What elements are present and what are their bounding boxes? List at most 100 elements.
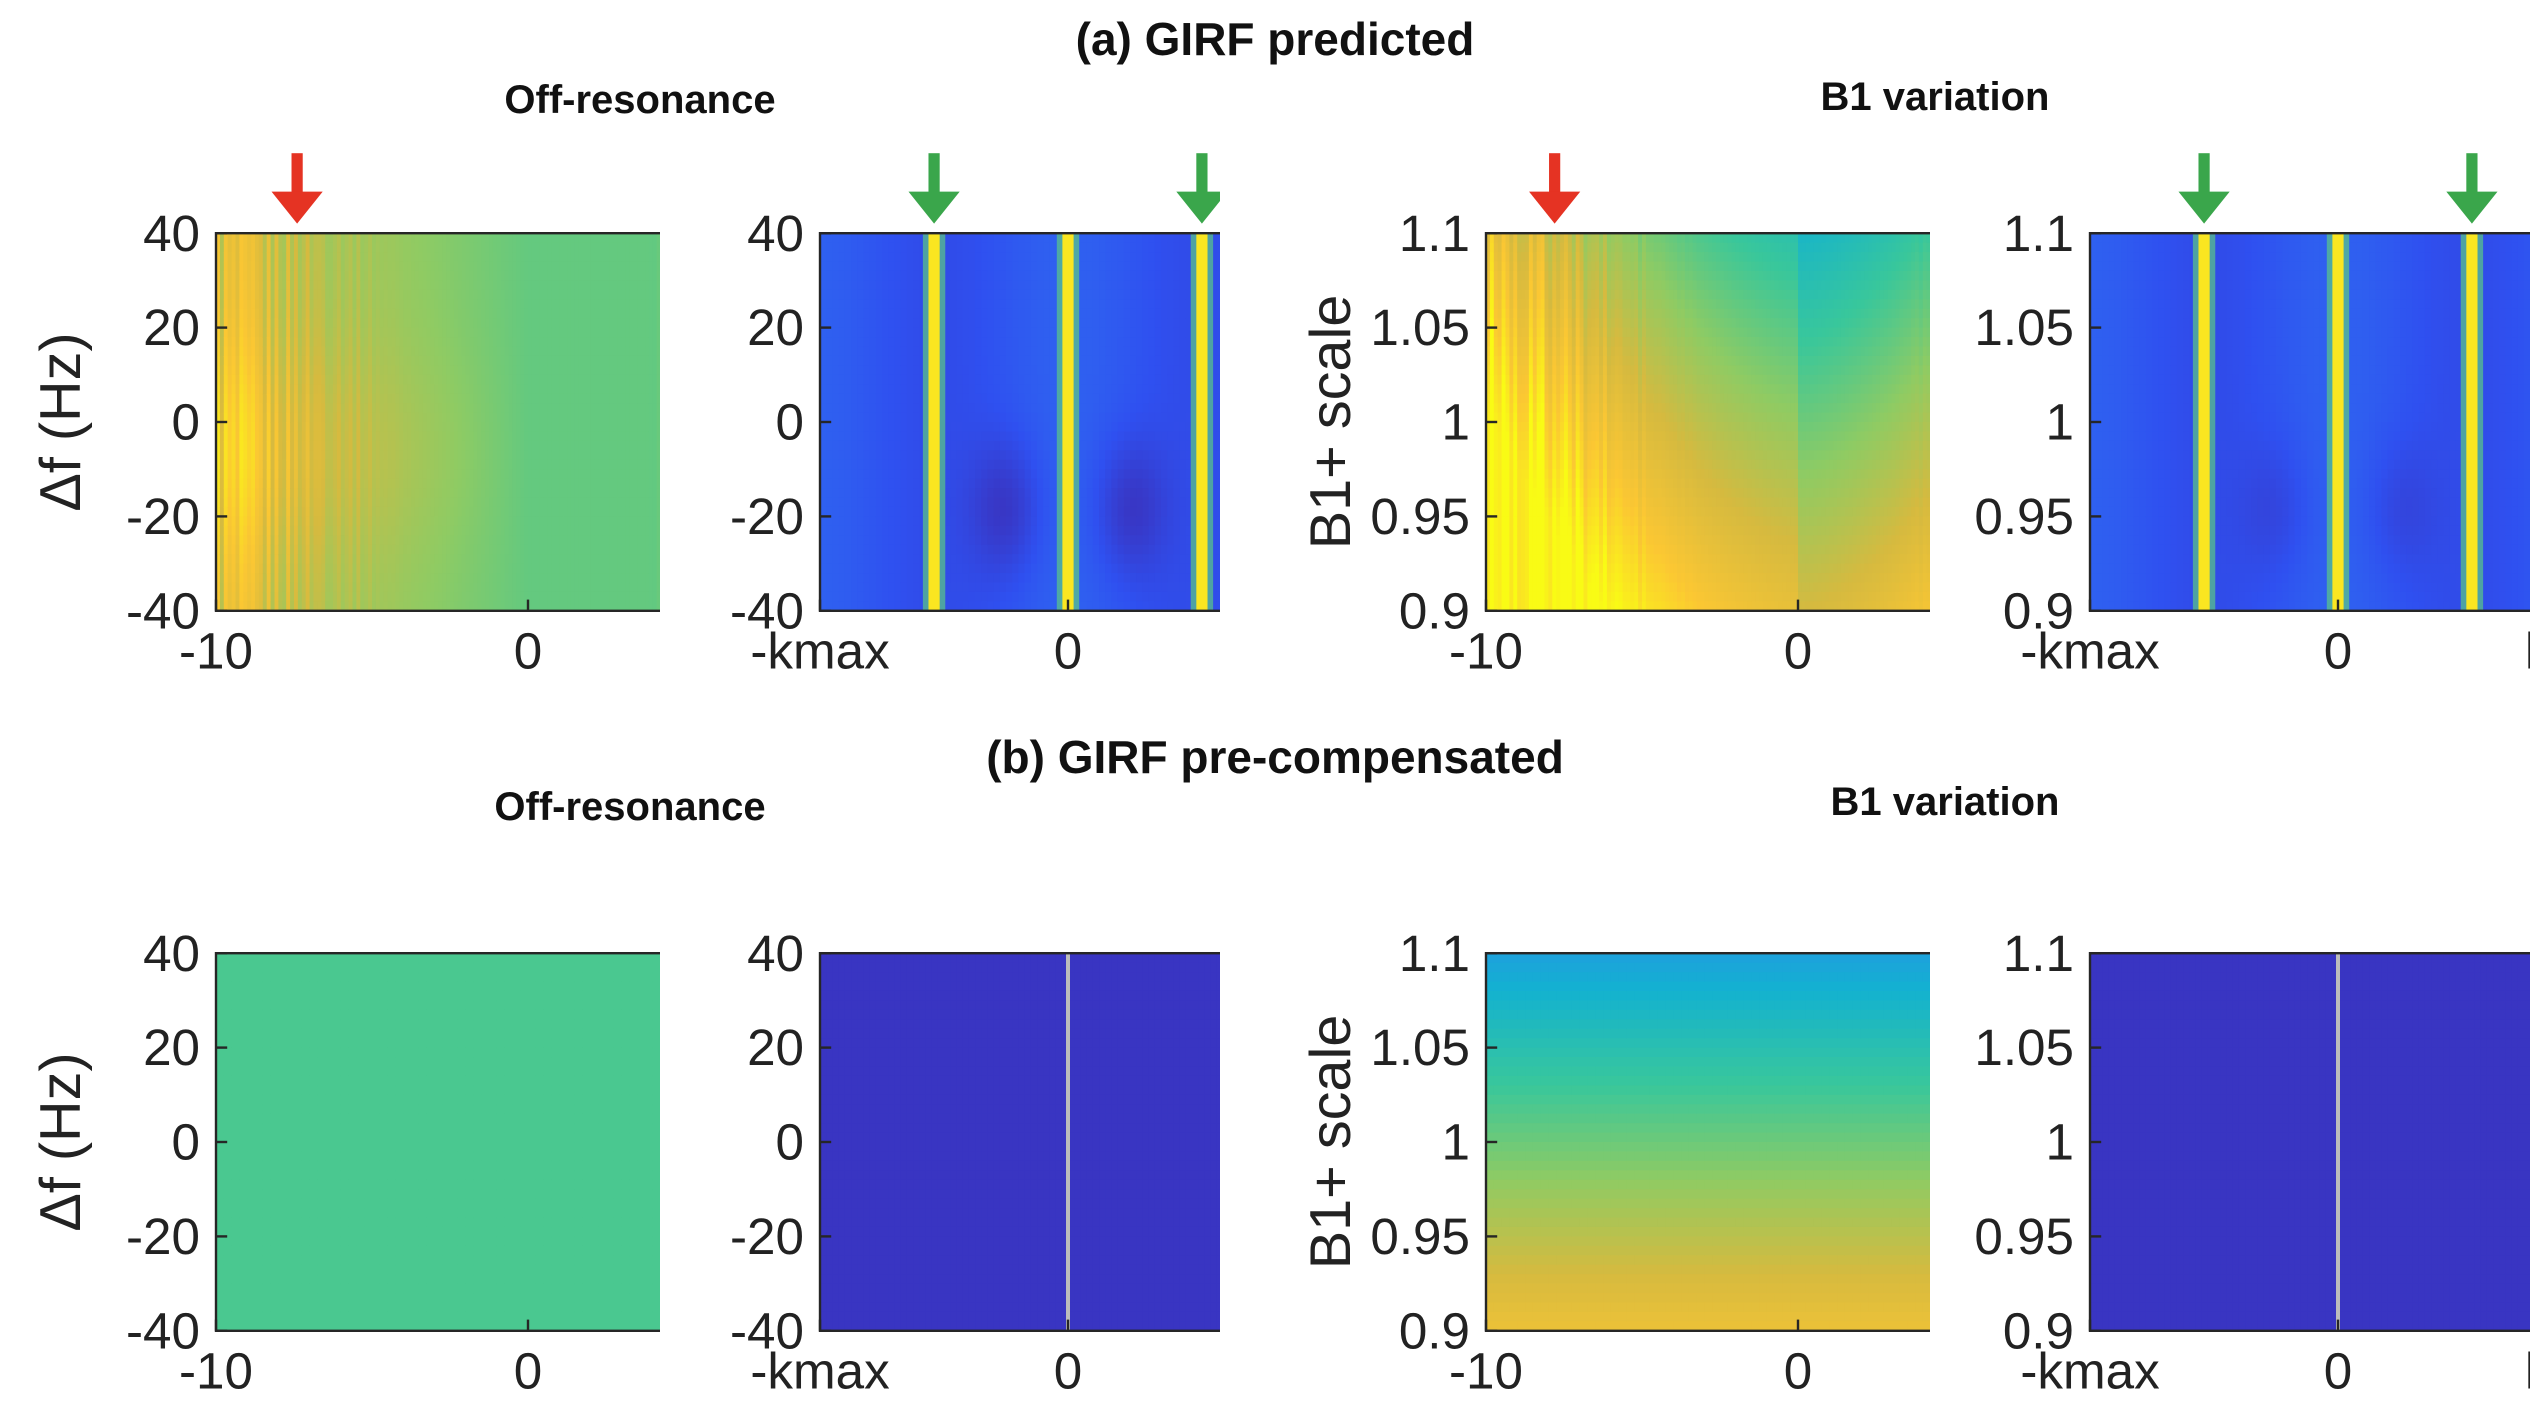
a-offres-map-cell (430, 459, 436, 471)
a-offres-map-cell (453, 308, 459, 320)
a-offres-map-cell (329, 422, 334, 433)
a-offres-map-cell (606, 431, 611, 442)
a-offres-map-cell (333, 535, 338, 546)
a-offres-map-cell (469, 261, 475, 272)
a-offres-map-cell (418, 525, 424, 537)
a-offres-map-cell (442, 299, 448, 310)
a-offres-map-cell (477, 346, 483, 357)
a-offres-map-cell (336, 440, 342, 452)
a-offres-map-cell (231, 252, 237, 263)
a-offres-map-cell (621, 582, 627, 593)
a-offres-map-cell (399, 422, 405, 433)
a-offres-map-cell (446, 374, 451, 386)
a-offres-map-cell (235, 506, 241, 518)
a-offres-map-cell (407, 554, 412, 565)
a-offres-map-cell (255, 478, 260, 490)
a-offres-map-cell (243, 601, 249, 612)
a-offres-map-cell (274, 299, 280, 310)
a-offres-map-cell (274, 488, 280, 499)
a-offres-map-cell (360, 261, 366, 272)
a-offres-map-cell (531, 506, 537, 518)
a-offres-map-cell (251, 573, 256, 584)
a-offres-map-cell (446, 469, 451, 480)
a-offres-map-cell (492, 242, 498, 254)
a-offres-map-cell (477, 516, 483, 527)
a-offres-map-cell (609, 252, 615, 263)
a-offres-map-cell (379, 591, 385, 603)
a-offres-map-cell (387, 261, 393, 272)
a-offres-map-cell (251, 337, 256, 348)
a-offres-map-cell (656, 393, 660, 405)
a-offres-map-cell (434, 573, 440, 584)
a-offres-map-cell (621, 506, 627, 518)
a-offres-map-cell (333, 374, 338, 386)
a-offres-map-cell (508, 431, 514, 442)
a-offres-map-cell (485, 459, 490, 471)
a-offres-map-cell (294, 289, 299, 301)
a-offres-map-cell (625, 554, 631, 565)
a-offres-map-cell (446, 554, 451, 565)
a-offres-map-cell (305, 535, 311, 546)
a-offres-map-cell (399, 384, 405, 395)
a-offres-map-cell (422, 327, 428, 338)
a-offres-map-cell (457, 525, 463, 537)
a-offres-map-cell (344, 469, 350, 480)
a-offres-map-cell (219, 525, 225, 537)
a-offres-map-cell (504, 469, 510, 480)
a-offres-map-cell (547, 431, 553, 442)
a-offres-map-cell (282, 403, 288, 414)
a-offres-map-cell (426, 469, 432, 480)
a-offres-map-cell (282, 242, 288, 254)
a-offres-map-cell (223, 422, 229, 433)
a-offres-map-cell (243, 591, 249, 603)
a-offres-map-cell (516, 488, 522, 499)
a-offres-map-cell (270, 459, 276, 471)
a-offres-map-cell (598, 544, 604, 556)
a-offres-map-cell (274, 374, 280, 386)
a-offres-map-cell (531, 478, 537, 490)
a-offres-map-cell (333, 591, 338, 603)
a-offres-map-cell (294, 374, 299, 386)
a-offres-map-cell (403, 299, 409, 310)
a-offres-map-cell (586, 535, 592, 546)
a-offres-map-cell (329, 299, 334, 310)
a-offres-map-cell (617, 525, 623, 537)
a-offres-map-cell (414, 280, 420, 291)
a-offres-map-cell (520, 299, 526, 310)
a-offres-map-cell (301, 554, 307, 565)
a-offres-map-cell (290, 403, 295, 414)
a-offres-map-cell (594, 384, 600, 395)
a-offres-map-cell (637, 478, 643, 490)
a-offres-map-cell (531, 412, 537, 423)
a-offres-map-cell (648, 299, 654, 310)
a-offres-map-cell (461, 601, 467, 612)
a-offres-map-cell (602, 403, 607, 414)
a-offres-map-cell (629, 346, 635, 357)
a-offres-map-cell (313, 384, 319, 395)
a-offres-map-cell (395, 252, 401, 263)
a-offres-map-cell (329, 327, 334, 338)
a-offres-map-cell (294, 591, 299, 603)
a-offres-map-cell (613, 261, 619, 272)
a-offres-map-cell (333, 318, 338, 329)
a-offres-map-cell (496, 270, 502, 282)
a-offres-map-cell (481, 591, 487, 603)
a-offres-map-cell (539, 563, 545, 574)
a-offres-map-cell (247, 535, 253, 546)
a-offres-map-cell (547, 346, 553, 357)
a-offres-map-cell (633, 478, 639, 490)
a-offres-map-cell (278, 318, 284, 329)
a-offres-map-cell (637, 280, 643, 291)
a-offres-map-cell (621, 525, 627, 537)
a-offres-map-cell (216, 403, 221, 414)
a-offres-map-cell (453, 252, 459, 263)
a-offres-map-cell (594, 525, 600, 537)
a-offres-map-cell (535, 346, 541, 357)
a-offres-map-cell (469, 412, 475, 423)
a-offres-map-cell (563, 554, 568, 565)
a-offres-map-cell (645, 289, 650, 301)
a-offres-map-cell (453, 431, 459, 442)
a-offres-map-cell (247, 337, 253, 348)
a-offres-map-cell (364, 289, 370, 301)
a-offres-map-cell (465, 535, 471, 546)
